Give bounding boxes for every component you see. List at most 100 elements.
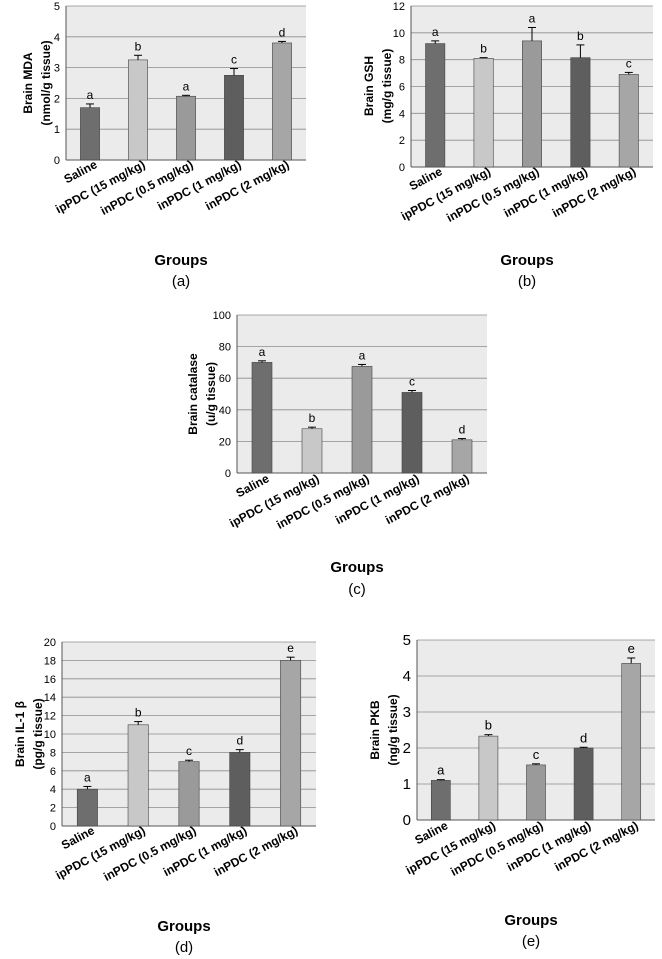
significance-letter: b bbox=[135, 706, 142, 720]
panel-label: (d) bbox=[175, 939, 193, 956]
significance-letter: d bbox=[580, 730, 587, 745]
bar bbox=[176, 95, 196, 161]
y-tick-label: 16 bbox=[44, 674, 56, 686]
significance-letter: c bbox=[626, 56, 632, 70]
x-axis-title: Groups bbox=[500, 252, 553, 269]
significance-letter: b bbox=[135, 39, 142, 53]
y-tick-label: 20 bbox=[44, 637, 56, 649]
category-label: Saline bbox=[234, 471, 272, 500]
panel-label: (a) bbox=[172, 273, 190, 290]
bar bbox=[473, 58, 494, 168]
panel-label: (c) bbox=[348, 581, 366, 598]
y-tick-label: 12 bbox=[393, 1, 405, 13]
x-axis-title: Groups bbox=[154, 252, 207, 269]
y-axis-unit: (nmol/g tissue) bbox=[39, 40, 53, 125]
y-axis-title: Brain PKB bbox=[368, 700, 382, 760]
bar bbox=[430, 780, 451, 821]
bar bbox=[224, 75, 244, 161]
y-tick-label: 2 bbox=[403, 740, 411, 757]
y-tick-label: 60 bbox=[219, 373, 231, 385]
category-label: ipPDC (15 mg/kg) bbox=[53, 823, 147, 882]
significance-letter: a bbox=[259, 345, 266, 359]
bar bbox=[127, 724, 149, 827]
y-tick-label: 12 bbox=[44, 711, 56, 723]
panel-label: (b) bbox=[518, 273, 536, 290]
y-tick-label: 10 bbox=[393, 28, 405, 40]
y-tick-label: 8 bbox=[399, 55, 405, 67]
significance-letter: a bbox=[437, 763, 445, 778]
y-tick-label: 18 bbox=[44, 655, 56, 667]
category-label: Saline bbox=[59, 823, 97, 852]
y-tick-label: 14 bbox=[44, 692, 56, 704]
y-tick-label: 1 bbox=[403, 776, 411, 793]
y-tick-label: 8 bbox=[50, 747, 56, 759]
y-axis-unit: (ng/g tissue) bbox=[386, 694, 400, 765]
category-label: inPDC (2 mg/kg) bbox=[552, 818, 640, 874]
y-tick-label: 0 bbox=[50, 821, 56, 833]
y-axis-unit: (mg/g tissue) bbox=[380, 49, 394, 124]
significance-letter: d bbox=[279, 25, 286, 39]
y-tick-label: 40 bbox=[219, 405, 231, 417]
bar bbox=[451, 439, 473, 474]
significance-letter: c bbox=[533, 747, 540, 762]
bar bbox=[478, 735, 499, 821]
y-tick-label: 4 bbox=[403, 668, 411, 685]
panel-label: (e) bbox=[522, 933, 540, 950]
y-tick-label: 10 bbox=[44, 729, 56, 741]
significance-letter: b bbox=[309, 411, 316, 425]
y-tick-label: 0 bbox=[54, 155, 60, 167]
bar bbox=[621, 663, 642, 821]
significance-letter: c bbox=[186, 744, 192, 758]
y-tick-label: 6 bbox=[399, 82, 405, 94]
y-tick-label: 3 bbox=[54, 63, 60, 75]
bar bbox=[351, 366, 373, 474]
y-tick-label: 2 bbox=[399, 135, 405, 147]
bar bbox=[229, 752, 251, 827]
y-tick-label: 5 bbox=[403, 632, 411, 649]
y-tick-label: 5 bbox=[54, 1, 60, 13]
bar bbox=[573, 747, 594, 821]
significance-letter: a bbox=[84, 770, 91, 784]
category-label: inPDC (2 mg/kg) bbox=[550, 164, 638, 220]
y-axis-title: Brain MDA bbox=[21, 52, 35, 114]
significance-letter: a bbox=[432, 25, 439, 39]
significance-letter: a bbox=[359, 348, 366, 362]
bar bbox=[570, 57, 591, 168]
bar bbox=[80, 107, 100, 161]
bar bbox=[128, 59, 148, 161]
category-label: inPDC (2 mg/kg) bbox=[383, 471, 471, 527]
bar bbox=[301, 428, 323, 474]
significance-letter: e bbox=[628, 641, 635, 656]
y-tick-label: 4 bbox=[399, 108, 405, 120]
x-axis-title: Groups bbox=[157, 918, 210, 935]
y-tick-label: 0 bbox=[225, 468, 231, 480]
bar bbox=[401, 392, 423, 474]
significance-letter: c bbox=[231, 53, 237, 67]
y-tick-label: 4 bbox=[54, 32, 60, 44]
significance-letter: b bbox=[480, 42, 487, 56]
category-label: inPDC (1 mg/kg) bbox=[501, 164, 589, 220]
y-axis-unit: (pg/g tissue) bbox=[31, 698, 45, 769]
x-axis-title: Groups bbox=[330, 559, 383, 576]
y-tick-label: 3 bbox=[403, 704, 411, 721]
bar bbox=[522, 40, 542, 168]
significance-letter: b bbox=[485, 718, 492, 733]
category-label: inPDC (1 mg/kg) bbox=[333, 471, 421, 527]
significance-letter: c bbox=[409, 375, 415, 389]
x-axis-title: Groups bbox=[504, 912, 557, 929]
y-tick-label: 6 bbox=[50, 766, 56, 778]
y-axis-title: Brain GSH bbox=[362, 56, 376, 116]
chart-panel-3: 0 2 4 6 8 10 12 14 16 18 20 a Saline b ipPDC (15 mg/kg… bbox=[13, 637, 316, 956]
y-tick-label: 4 bbox=[50, 784, 56, 796]
significance-letter: d bbox=[459, 423, 466, 437]
bar bbox=[425, 43, 446, 168]
y-axis-title: Brain catalase bbox=[186, 353, 200, 435]
y-tick-label: 80 bbox=[219, 342, 231, 354]
bar bbox=[526, 764, 546, 821]
y-axis-unit: (u/g tissue) bbox=[204, 362, 218, 426]
significance-letter: b bbox=[577, 29, 584, 43]
